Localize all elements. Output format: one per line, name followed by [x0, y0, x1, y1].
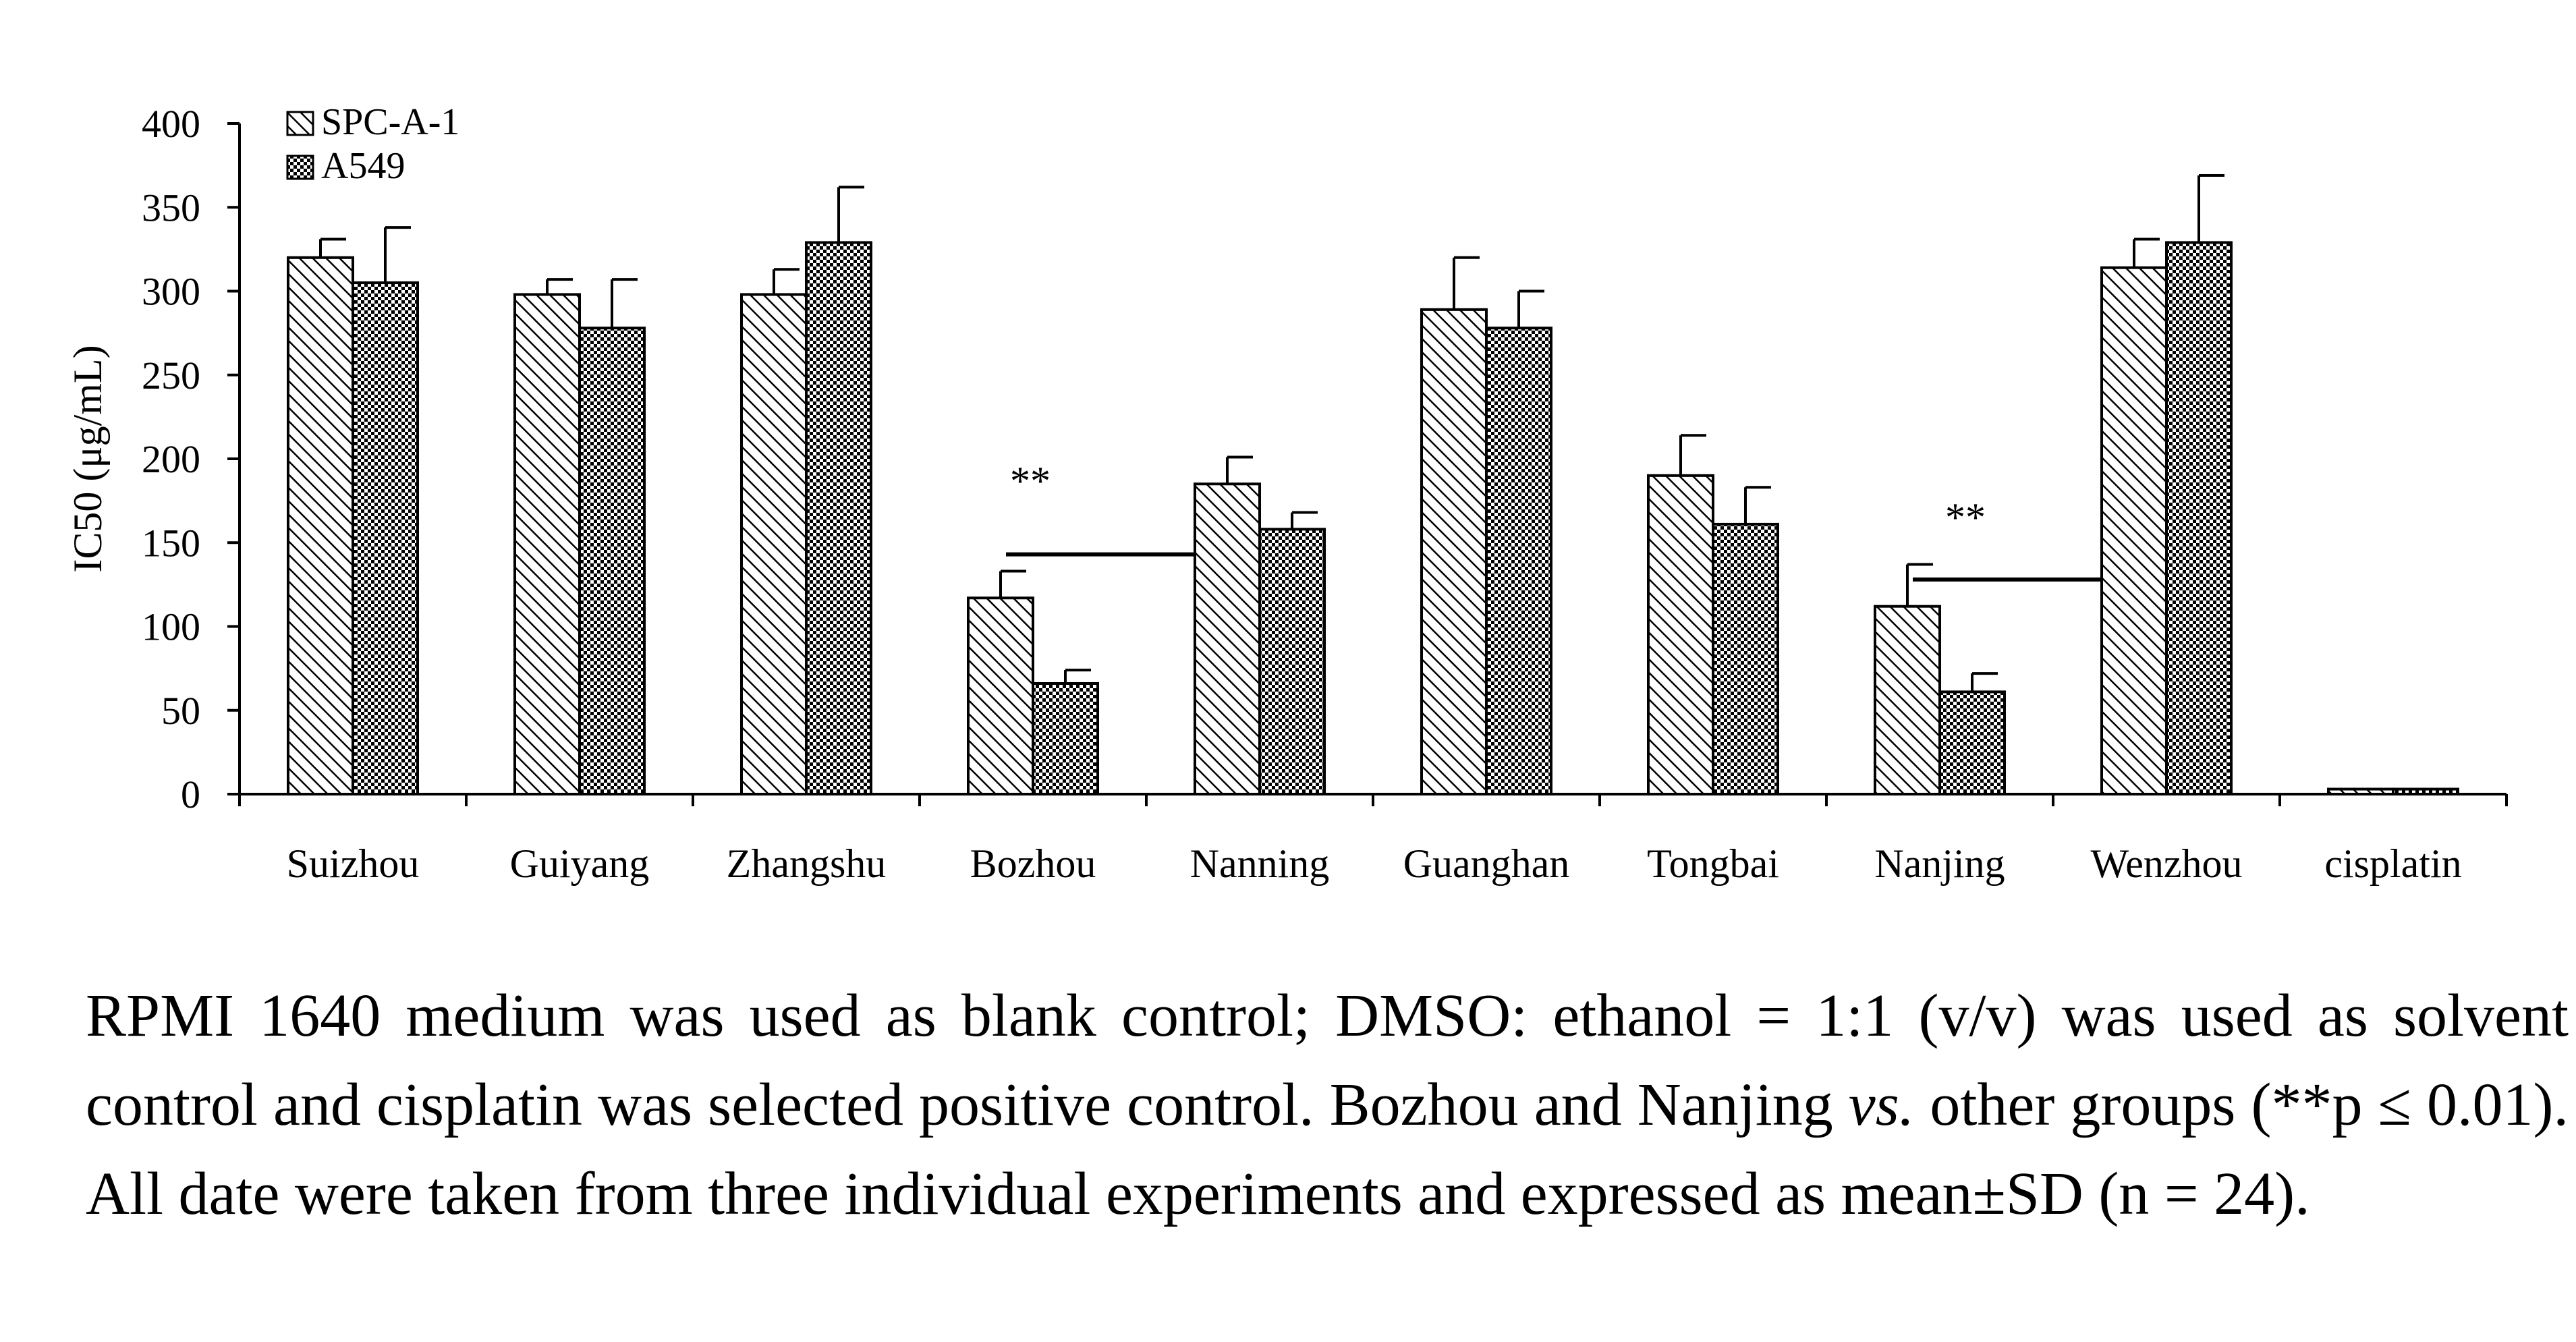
bar-chart: 0 50 100 150 200 250 300 350 400 Suizhou Guiyang Z…: [65, 101, 2508, 886]
x-tick-label: Guiyang: [510, 841, 650, 886]
x-tick-label: cisplatin: [2324, 841, 2461, 886]
figure-caption: RPMI 1640 medium was used as blank contr…: [86, 972, 2569, 1239]
bar-spc-a-1-nanjing: [1874, 605, 1941, 795]
y-tick-label: 150: [142, 521, 200, 565]
caption-text-italic: vs.: [1848, 1071, 1915, 1138]
y-tick-label: 250: [142, 354, 200, 397]
x-tick-label: Suizhou: [287, 841, 420, 886]
bar-spc-a-1-wenzhou: [2100, 266, 2168, 795]
bar-a549-cisplatin: [2392, 787, 2459, 796]
significance-annotation-nanjing: **: [1945, 495, 1986, 540]
caption-text-part2: other groups (**p ≤ 0.01). All date were…: [86, 1071, 2569, 1227]
legend: SPC-A-1 A549: [286, 101, 459, 187]
legend-swatch-spc-a-1: [286, 111, 314, 136]
legend-label-a549: A549: [321, 145, 405, 187]
bar-a549-guanghan: [1485, 327, 1552, 796]
y-axis-label: IC50 (μg/mL): [65, 345, 110, 572]
bar-a549-tongbai: [1712, 522, 1779, 795]
x-tick-label: Guanghan: [1403, 841, 1570, 886]
y-tick-label: 200: [142, 437, 200, 481]
bar-a549-zhangshu: [805, 241, 872, 795]
x-tick-label: Wenzhou: [2090, 841, 2242, 886]
significance-annotation-bozhou: **: [1010, 459, 1051, 503]
bar-a549-wenzhou: [2165, 241, 2233, 795]
bar-a549-guiyang: [578, 327, 646, 796]
x-tick-label: Nanjing: [1874, 841, 2005, 886]
y-tick-label: 0: [181, 773, 200, 816]
bar-spc-a-1-nanning: [1194, 482, 1261, 796]
bar-a549-nanjing: [1938, 690, 2006, 796]
bar-spc-a-1-tongbai: [1647, 474, 1714, 795]
y-tick-label: 350: [142, 186, 200, 229]
x-tick-label: Bozhou: [970, 841, 1096, 886]
y-tick-label: 300: [142, 270, 200, 314]
bar-spc-a-1-cisplatin: [2327, 787, 2395, 796]
x-tick-label: Zhangshu: [727, 841, 887, 886]
x-tick-label: Nanning: [1190, 841, 1330, 886]
bar-a549-nanning: [1258, 528, 1326, 795]
bar-a549-suizhou: [352, 281, 419, 795]
caption-text-part1: RPMI 1640 medium was used as blank contr…: [86, 982, 2569, 1138]
bar-spc-a-1-guanghan: [1420, 308, 1488, 795]
y-tick-label: 50: [161, 689, 200, 733]
bar-a549-bozhou: [1032, 681, 1099, 795]
x-tick-label: Tongbai: [1647, 841, 1779, 886]
bar-spc-a-1-bozhou: [967, 596, 1034, 795]
bar-spc-a-1-guiyang: [513, 293, 581, 796]
bar-spc-a-1-suizhou: [287, 256, 354, 795]
legend-label-spc-a-1: SPC-A-1: [321, 101, 459, 143]
bar-spc-a-1-zhangshu: [740, 293, 808, 796]
y-tick-label: 100: [142, 605, 200, 649]
y-tick-label: 400: [142, 102, 200, 146]
legend-swatch-a549: [286, 155, 314, 180]
